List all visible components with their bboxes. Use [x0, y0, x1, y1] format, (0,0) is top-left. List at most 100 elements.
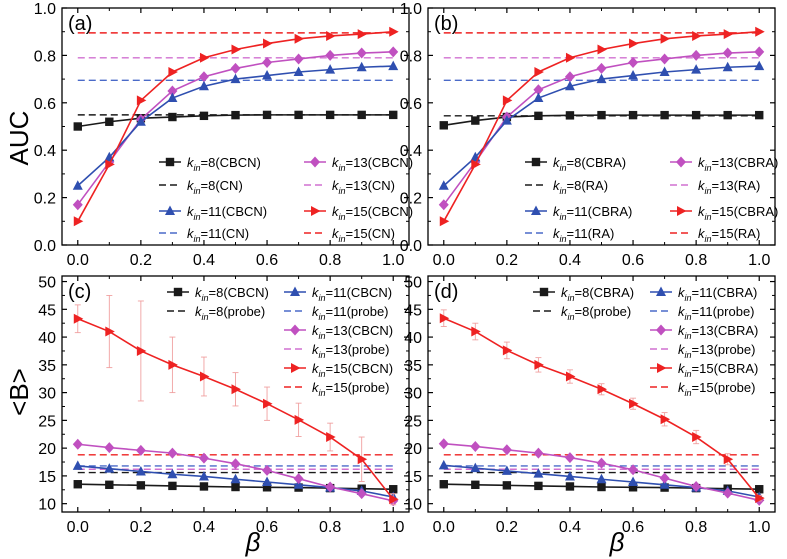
data-point-k-in-13-cbra	[722, 487, 733, 499]
x-tick-label: 0.0	[433, 519, 455, 536]
data-point-k-in-8-cbra	[534, 111, 543, 121]
legend: kin=8(CBRA)kin=8(probe)kin=11(CBRA)kin=1…	[533, 285, 758, 398]
data-point-k-in-15-cbcn	[231, 384, 241, 395]
legend-label: kin=8(CBCN)	[187, 155, 261, 173]
data-point-k-in-11-cbra	[501, 115, 512, 125]
legend-entry-k-in-13-probe: kin=13(probe)	[284, 342, 389, 360]
legend-text: =8(RA)	[567, 178, 609, 193]
panel-label: (b)	[434, 13, 458, 35]
data-point-k-in-13-cbcn	[262, 464, 273, 476]
y-tick-label: 35	[38, 358, 56, 375]
x-tick-label: 0.2	[496, 252, 518, 269]
data-point-k-in-15-cbra	[660, 33, 671, 44]
data-point-k-in-15-cbcn	[136, 345, 147, 356]
y-tick-label: 0.8	[400, 48, 422, 65]
y-tick-label: 20	[404, 441, 422, 458]
legend-entry-k-in-13-cbra: kin=13(CBRA)	[670, 155, 778, 173]
data-point-k-in-11-cbcn	[198, 470, 209, 481]
data-point-k-in-8-cbcn	[357, 110, 366, 120]
data-point-k-in-11-cbcn	[262, 70, 273, 80]
legend-text: =13(CBCN)	[326, 323, 394, 338]
y-tick-label: 15	[38, 469, 56, 486]
x-tick-label: 0.2	[130, 252, 152, 269]
legend-label: kin=15(CBCN)	[312, 361, 393, 379]
legend-label: kin=11(CBRA)	[553, 204, 632, 222]
y-tick-label: 15	[404, 469, 422, 486]
legend-subscript: in	[319, 312, 326, 322]
legend-k-symbol: k	[561, 285, 569, 300]
y-axis-label-auc: AUC	[4, 111, 34, 166]
legend-k-symbol: k	[312, 342, 320, 357]
data-point-k-in-15-cbcn	[73, 216, 84, 227]
legend-marker	[531, 157, 541, 167]
data-point-k-in-11-cbra	[533, 468, 544, 478]
data-point-k-in-8-cbcn	[73, 122, 82, 131]
legend-text: =11(CBRA)	[692, 285, 758, 300]
legend-text: =13(probe)	[692, 342, 756, 357]
y-tick-label: 25	[404, 413, 422, 430]
x-tick-label: 0.6	[256, 519, 278, 536]
legend-entry-k-in-13-cbcn: kin=13(CBCN)	[304, 155, 413, 173]
legend-k-symbol: k	[678, 304, 686, 319]
legend-marker	[539, 287, 549, 297]
legend: kin=8(CBRA) kin=13(CBRA)kin=8(RA) kin=13(R…	[525, 155, 778, 244]
legend-marker	[173, 287, 183, 297]
x-tick-label: 1.0	[748, 519, 770, 536]
legend-text: =8(probe)	[209, 304, 266, 319]
data-point-k-in-15-cbra	[629, 38, 639, 49]
data-point-k-in-13-cbra	[628, 464, 639, 476]
legend-label: kin=13(CN)	[332, 178, 395, 196]
legend-k-symbol: k	[187, 178, 195, 193]
legend-text: =8(CBCN)	[209, 285, 269, 300]
data-point-k-in-11-cbcn	[72, 460, 83, 470]
legend-k-symbol: k	[553, 178, 561, 193]
legend-subscript: in	[339, 234, 346, 244]
data-point-k-in-11-cbra	[564, 470, 575, 481]
legend-entry-k-in-11-cn: kin=11(CN)	[159, 226, 249, 244]
x-tick-label: 0.4	[193, 519, 215, 536]
legend-k-symbol: k	[561, 304, 569, 319]
x-axis-label-left: β	[245, 527, 261, 557]
y-tick-label: 30	[38, 386, 56, 403]
y-tick-label: 20	[38, 441, 56, 458]
data-point-k-in-13-cbcn	[135, 444, 146, 456]
data-point-k-in-15-cbra	[723, 454, 734, 465]
legend-entry-k-in-15-cbra: kin=15(CBRA)	[670, 204, 778, 222]
data-point-k-in-11-cbcn	[104, 463, 115, 473]
legend-subscript: in	[568, 293, 575, 303]
legend-subscript: in	[319, 331, 326, 341]
legend-label: kin=8(CBRA)	[553, 155, 626, 173]
data-point-k-in-15-cbra	[439, 313, 450, 324]
data-point-k-in-15-cbra	[755, 493, 765, 504]
data-point-k-in-8-cbcn	[199, 111, 209, 121]
legend-label: kin=11(CBCN)	[187, 204, 267, 222]
data-point-k-in-13-cbra	[691, 49, 702, 61]
data-point-k-in-8-cbcn	[262, 110, 272, 120]
legend-label: kin=8(CN)	[187, 178, 243, 196]
data-point-k-in-15-cbcn	[294, 33, 305, 44]
legend-entry-k-in-8-cbcn: kin=8(CBCN)	[159, 155, 261, 173]
panel-d: 0.0 0.2 0.4 0.6 0.8 1.0 10 15 20 25 30 35 40 45 50 (d) k…	[404, 275, 776, 536]
data-point-k-in-11-cbcn	[388, 60, 399, 71]
data-point-k-in-8-cbcn	[325, 110, 335, 120]
y-tick-label: 40	[38, 330, 56, 347]
y-tick-label: 0.6	[400, 96, 422, 113]
data-point-k-in-15-cbcn	[357, 29, 368, 40]
x-tick-label: 0.6	[622, 519, 644, 536]
legend-k-symbol: k	[698, 226, 706, 241]
legend-entry-k-in-11-cbra: kin=11(CBRA)	[650, 285, 757, 303]
legend-subscript: in	[560, 234, 567, 244]
legend-entry-k-in-8-cbra: kin=8(CBRA)	[525, 155, 626, 173]
data-point-k-in-11-cbra	[438, 459, 449, 470]
data-point-k-in-13-cbra	[470, 440, 481, 452]
legend-k-symbol: k	[678, 285, 686, 300]
legend-label: kin=11(CBCN)	[312, 285, 392, 303]
data-point-k-in-8-cbra	[471, 480, 480, 489]
legend-entry-k-in-15-cbcn: kin=15(CBCN)	[304, 204, 413, 222]
legend-k-symbol: k	[332, 178, 340, 193]
data-point-k-in-13-cbra	[596, 62, 607, 74]
legend-text: =11(CBCN)	[201, 204, 268, 219]
data-point-k-in-11-cbra	[596, 73, 607, 84]
legend: kin=8(CBCN)kin=8(probe)kin=11(CBCN)kin=1…	[167, 285, 393, 398]
legend-text: =8(CBRA)	[567, 155, 627, 170]
